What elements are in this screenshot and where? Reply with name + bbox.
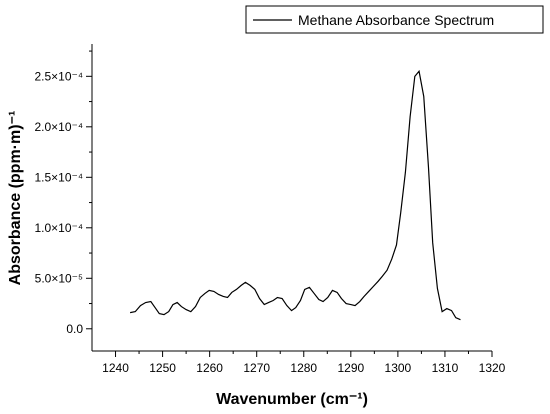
x-tick-label: 1240: [102, 361, 129, 375]
legend-label-methane: Methane Absorbance Spectrum: [298, 12, 494, 28]
y-tick-label: 0.0: [66, 322, 83, 336]
y-axis-title: Absorbance (ppm·m)⁻¹: [7, 111, 24, 286]
x-tick-label: 1290: [337, 361, 364, 375]
x-axis-title: Wavenumber (cm⁻¹): [216, 391, 368, 408]
x-tick-label: 1310: [432, 361, 459, 375]
y-tick-label: 2.5×10⁻⁴: [34, 69, 83, 83]
y-tick-label: 5.0×10⁻⁵: [35, 271, 83, 285]
y-tick-label: 1.0×10⁻⁴: [34, 221, 83, 235]
plot-area: [91, 44, 492, 352]
x-tick-label: 1270: [243, 361, 270, 375]
x-tick-label: 1320: [479, 361, 506, 375]
y-tick-label: 2.0×10⁻⁴: [34, 120, 83, 134]
series-line-methane: [130, 69, 461, 321]
x-tick-label: 1250: [149, 361, 176, 375]
x-tick-label: 1260: [196, 361, 223, 375]
y-tick-label: 1.5×10⁻⁴: [34, 170, 83, 184]
x-tick-label: 1280: [290, 361, 317, 375]
y-ticks: 0.0 5.0×10⁻⁵ 1.0×10⁻⁴ 1.5×10⁻⁴ 2.0×10⁻⁴ 2.5×1…: [34, 50, 92, 336]
legend: Methane Absorbance Spectrum: [245, 5, 544, 34]
legend-box: [245, 5, 544, 34]
x-ticks: 1240 1250 1260 1270 1280 1290 1300 1310 1320: [102, 351, 506, 375]
x-tick-label: 1300: [385, 361, 412, 375]
